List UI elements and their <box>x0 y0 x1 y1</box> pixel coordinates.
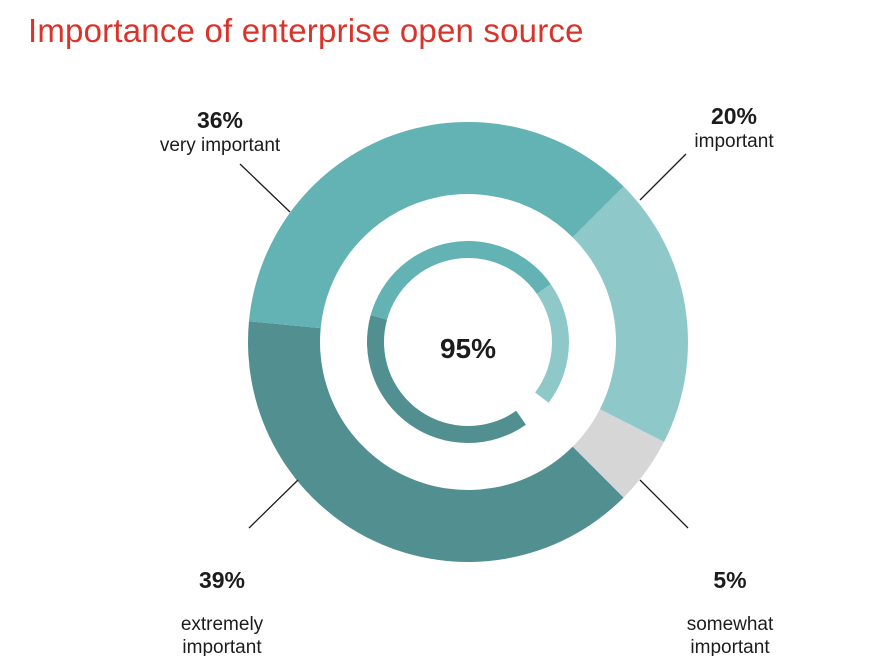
slice-important <box>572 186 688 442</box>
leader-somewhat-important <box>639 479 689 529</box>
slice-extremely-important <box>248 321 624 562</box>
callout-percent: 36% <box>196 107 244 133</box>
callout-percent: 5% <box>713 566 747 593</box>
callout-label: somewhat important <box>686 614 774 656</box>
callout-label: very important <box>159 135 281 157</box>
inner-ring <box>367 241 569 443</box>
callout-very-important: 36% very important <box>130 106 310 157</box>
leader-lines <box>239 153 689 529</box>
callout-extremely-important: 39% extremely important <box>152 546 292 656</box>
leader-important <box>639 153 687 201</box>
slice-very-important <box>248 122 624 329</box>
inner-arc-extremely-important <box>367 315 526 443</box>
callout-percent: 20% <box>710 103 758 129</box>
inner-arc-important <box>535 284 569 403</box>
center-value: 95% <box>439 333 497 364</box>
inner-arc-very-important <box>370 241 551 320</box>
chart-title: Importance of enterprise open source <box>28 12 584 49</box>
outer-ring <box>248 122 688 562</box>
callout-label: important <box>694 131 774 153</box>
callout-label: extremely important <box>180 614 264 656</box>
leader-extremely-important <box>248 479 299 529</box>
callout-somewhat-important: 5% somewhat important <box>660 546 800 656</box>
slice-somewhat-important <box>572 409 665 498</box>
callout-important: 20% important <box>664 102 804 153</box>
callout-percent: 39% <box>198 566 246 593</box>
leader-very-important <box>239 163 291 213</box>
